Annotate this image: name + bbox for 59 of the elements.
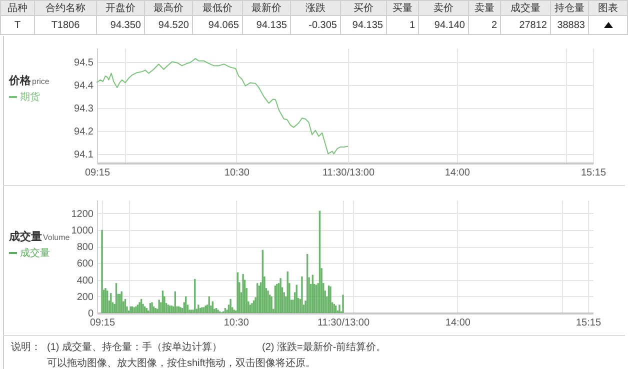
text: (2) 涨跌=最新价-前结算价。: [262, 342, 386, 353]
text: 可以拖动图像、放大图像，按住shift拖动，双击图像将还原。: [47, 356, 316, 369]
y-tick-label: 94.2: [74, 126, 94, 138]
category-label: 品种: [0, 0, 34, 16]
x-tick-label: 10:30: [224, 318, 250, 328]
y-tick-label: 1200: [71, 208, 94, 220]
text: price: [32, 77, 50, 86]
y-tick-label: 600: [76, 258, 94, 270]
category-label: 持仓量: [550, 0, 588, 16]
x-tick-label: 14:00: [445, 318, 471, 328]
y-tick-label: 94.3: [74, 103, 94, 114]
x-tick-label: 15:15: [580, 168, 606, 178]
category-label: 最新价: [242, 0, 290, 16]
x-tick-label: 15:15: [576, 318, 602, 328]
text: 94.140: [434, 20, 465, 30]
category-label: 卖量: [468, 0, 500, 16]
y-tick-label: 94.4: [74, 80, 94, 92]
text: 27812: [519, 20, 547, 30]
category-label: 最高价: [144, 0, 192, 16]
x-tick-label: 11:30/13:00: [317, 318, 370, 328]
x-tick-label: 11:30/13:00: [322, 168, 375, 178]
text: 2: [491, 20, 497, 30]
category-label: 卖价: [418, 0, 468, 16]
text: 94.520: [158, 20, 189, 30]
category-label: 合约名称: [34, 0, 96, 16]
text: 价格: [9, 75, 31, 87]
x-tick-label: 10:30: [224, 168, 250, 178]
y-tick-label: 94.1: [74, 149, 94, 160]
y-tick-label: 94.5: [74, 57, 94, 68]
category-label: 开盘价: [96, 0, 144, 16]
x-tick-label: 09:15: [84, 168, 110, 178]
text: 94.350: [110, 20, 141, 30]
text: 成交量: [9, 231, 42, 243]
text: 38883: [557, 20, 585, 30]
y-tick-label: 400: [76, 275, 94, 286]
text: (1) 成交量、持仓量：手（按单边计算）: [47, 342, 222, 353]
text: 94.135: [352, 20, 383, 30]
category-label: 买量: [386, 0, 418, 16]
text: 1: [409, 20, 415, 30]
y-tick-label: 0: [88, 308, 94, 320]
category-label: 成交量: [500, 0, 550, 16]
text: T: [14, 20, 21, 30]
category-label: 图表: [588, 0, 628, 16]
text: T1806: [51, 20, 80, 30]
text: -0.305: [308, 20, 337, 30]
x-tick-label: 09:15: [90, 318, 116, 328]
category-label: 买价: [340, 0, 386, 16]
legend-label: 成交量: [20, 246, 50, 260]
legend-label: 期货: [20, 90, 40, 104]
text: 94.135: [256, 20, 287, 30]
y-tick-label: 200: [76, 292, 94, 303]
text: Volume: [43, 233, 70, 242]
y-tick-label: 800: [76, 242, 94, 254]
y-tick-label: 1000: [71, 225, 94, 236]
category-label: 涨跌: [290, 0, 340, 16]
x-tick-label: 14:00: [444, 168, 470, 178]
text: 94.065: [208, 20, 239, 30]
category-label: 最低价: [192, 0, 242, 16]
text: 说明：: [11, 341, 41, 355]
